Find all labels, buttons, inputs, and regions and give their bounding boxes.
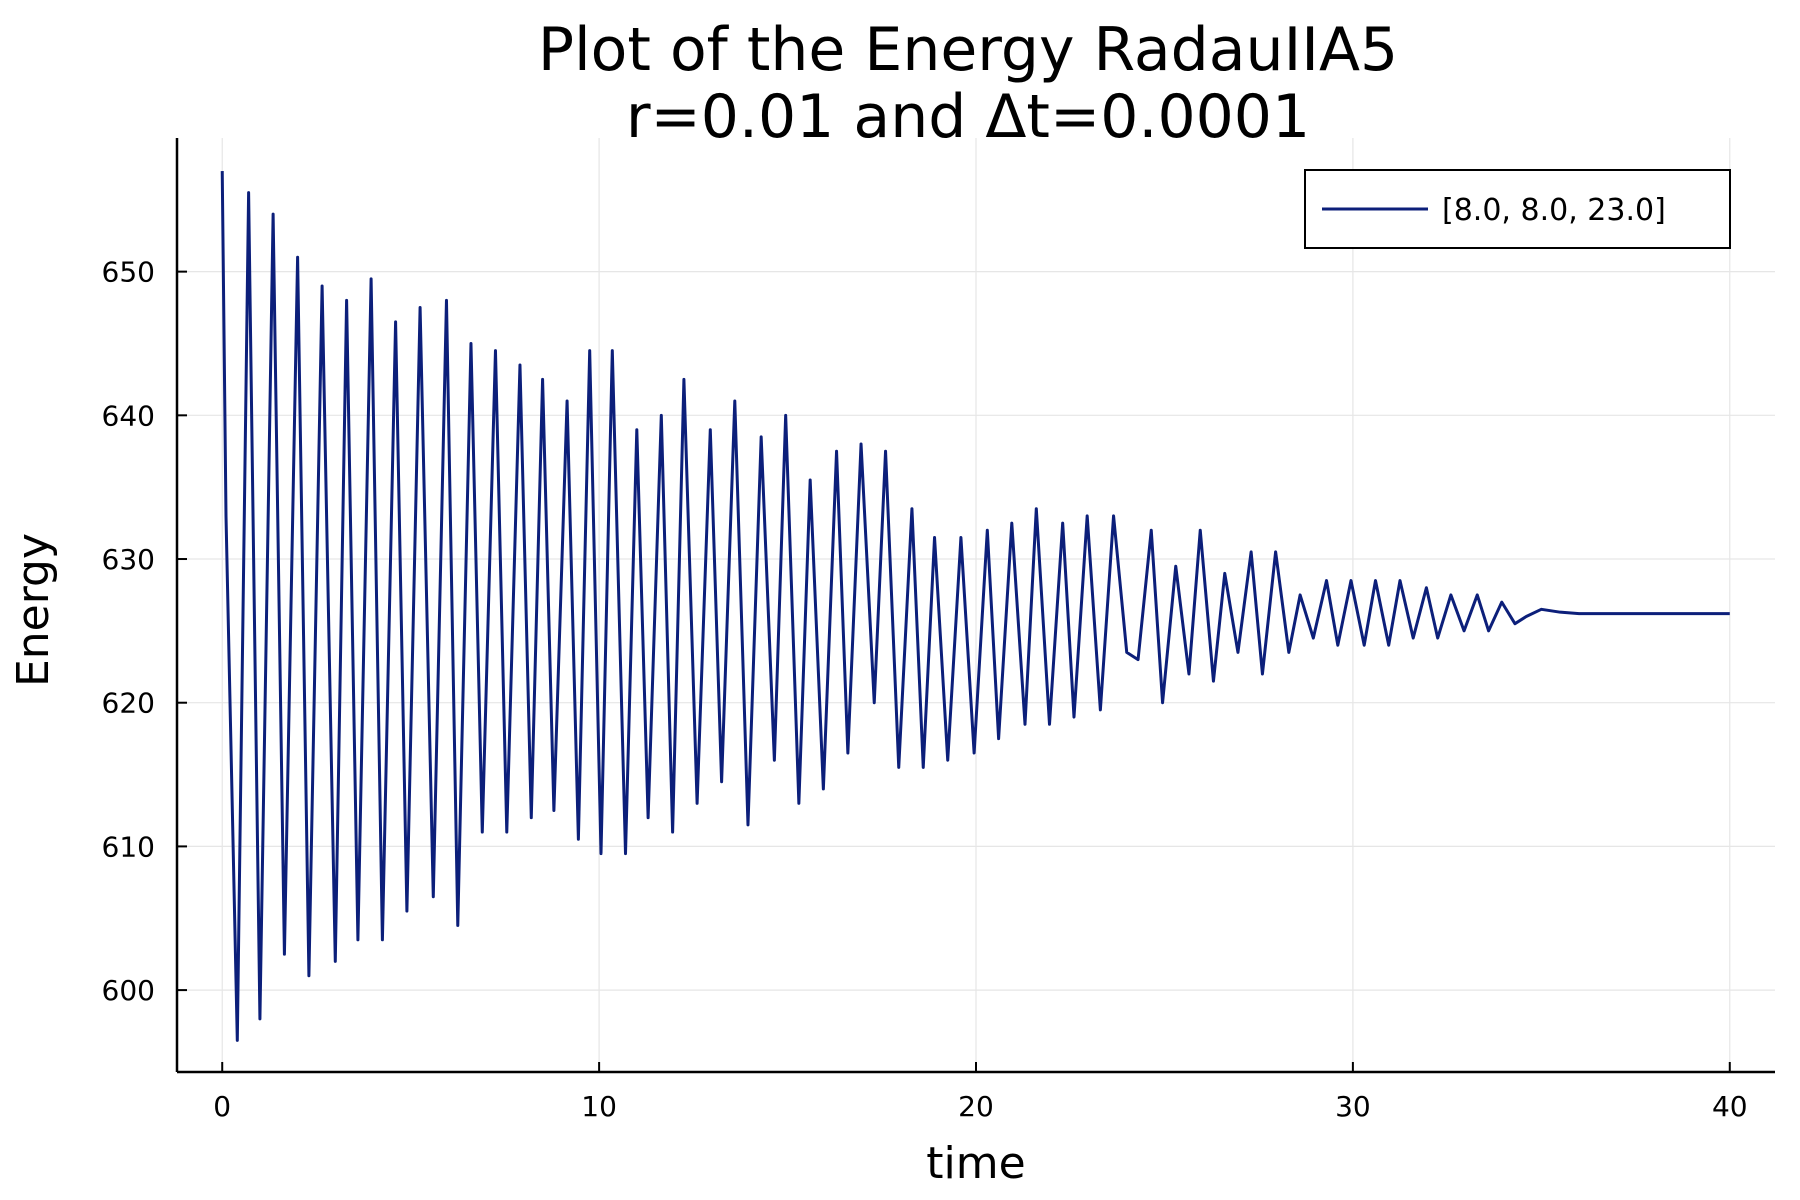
- y-axis-label: Energy: [8, 533, 59, 687]
- ticks-layer: 0 10 20 30 40 600 610 620 630 640 650: [102, 256, 1748, 1123]
- legend-series-label: [8.0, 8.0, 23.0]: [1442, 193, 1666, 228]
- x-tick-label: 20: [958, 1090, 994, 1123]
- y-tick-label: 650: [102, 256, 155, 289]
- legend: [8.0, 8.0, 23.0]: [1304, 169, 1731, 249]
- y-tick-label: 600: [102, 974, 155, 1007]
- x-axis-label: time: [926, 1138, 1025, 1189]
- x-tick-label: 30: [1335, 1090, 1371, 1123]
- x-tick-label: 0: [213, 1090, 231, 1123]
- y-tick-label: 640: [102, 399, 155, 432]
- y-tick-label: 610: [102, 830, 155, 863]
- y-tick-label: 620: [102, 687, 155, 720]
- x-tick-label: 10: [581, 1090, 617, 1123]
- series-line-0: [220, 171, 1730, 1042]
- grid-layer: [177, 138, 1775, 1072]
- y-tick-label: 630: [102, 543, 155, 576]
- x-tick-label: 40: [1712, 1090, 1748, 1123]
- series-layer: [220, 171, 1730, 1042]
- chart-title-line-1: Plot of the Energy RadauIIA5: [538, 15, 1398, 85]
- chart-title-line-2: r=0.01 and Δt=0.0001: [626, 82, 1310, 152]
